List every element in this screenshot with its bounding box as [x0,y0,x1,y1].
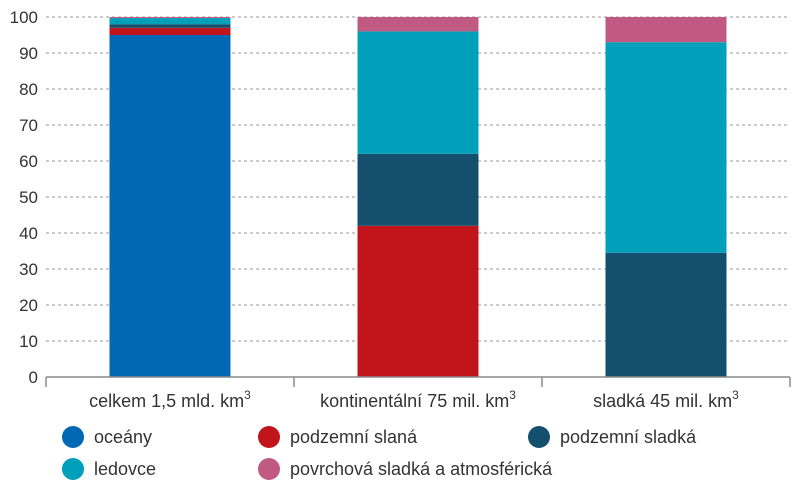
x-category-label: sladká 45 mil. km3 [593,388,739,411]
unit-superscript: 3 [244,388,251,402]
x-category-label: kontinentální 75 mil. km3 [320,388,516,411]
legend-label: oceány [94,426,153,447]
bar-segment [605,252,727,377]
bar-segment [605,17,727,43]
bar-segment [109,18,231,25]
bar-segment [109,27,231,35]
bar-segment [109,35,231,377]
legend-item-povrchova-sladka: povrchová sladká a atmosférická [258,454,552,484]
bars [109,17,727,377]
bar-segment [605,42,727,253]
legend: oceány podzemní slaná podzemní sladká le… [0,418,800,488]
y-tick-label: 40 [19,224,38,243]
x-category-label: celkem 1,5 mld. km3 [89,388,251,411]
legend-marker [258,426,280,448]
y-tick-label: 80 [19,80,38,99]
legend-item-oceany: oceány [62,422,152,452]
y-tick-label: 60 [19,152,38,171]
unit-superscript: 3 [732,388,739,402]
y-tick-label: 50 [19,188,38,207]
y-tick-label: 20 [19,296,38,315]
bar-segment [357,225,479,377]
legend-label: podzemní slaná [290,426,418,447]
bar-segment [357,153,479,226]
legend-label: ledovce [94,458,157,479]
y-tick-label: 90 [19,44,38,63]
y-tick-label: 10 [19,332,38,351]
legend-marker [528,426,550,448]
bar-segment [357,31,479,154]
legend-marker [258,458,280,480]
legend-item-podzemni-slana: podzemní slaná [258,422,417,452]
y-tick-label: 100 [10,8,38,27]
bar-segment [109,17,231,19]
legend-item-podzemni-sladka: podzemní sladká [528,422,696,452]
legend-label: povrchová sladká a atmosférická [290,458,553,479]
bar-segment [357,17,479,32]
unit-superscript: 3 [509,388,516,402]
y-axis: 0 10 20 30 40 50 60 70 80 90 100 [10,8,38,387]
legend-marker [62,458,84,480]
stacked-bar-chart: 0 10 20 30 40 50 60 70 80 90 100 celkem 1,5 mld. k… [10,8,791,411]
y-tick-label: 30 [19,260,38,279]
legend-marker [62,426,84,448]
legend-label: podzemní sladká [560,426,697,447]
legend-item-ledovce: ledovce [62,454,156,484]
y-tick-label: 0 [29,368,38,387]
x-axis: celkem 1,5 mld. km3 kontinentální 75 mil.… [45,376,791,411]
y-tick-label: 70 [19,116,38,135]
bar-segment [109,24,231,28]
